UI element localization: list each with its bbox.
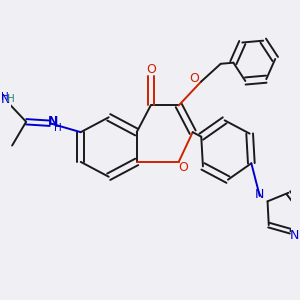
- Text: N: N: [255, 188, 264, 201]
- Text: O: O: [178, 161, 188, 174]
- Text: O: O: [189, 72, 199, 85]
- Text: H: H: [7, 94, 15, 104]
- Text: O: O: [146, 63, 156, 76]
- Text: H: H: [54, 123, 61, 133]
- Text: N: N: [290, 229, 299, 242]
- Text: H: H: [1, 92, 9, 101]
- Text: N: N: [0, 93, 10, 106]
- Text: N: N: [47, 115, 58, 128]
